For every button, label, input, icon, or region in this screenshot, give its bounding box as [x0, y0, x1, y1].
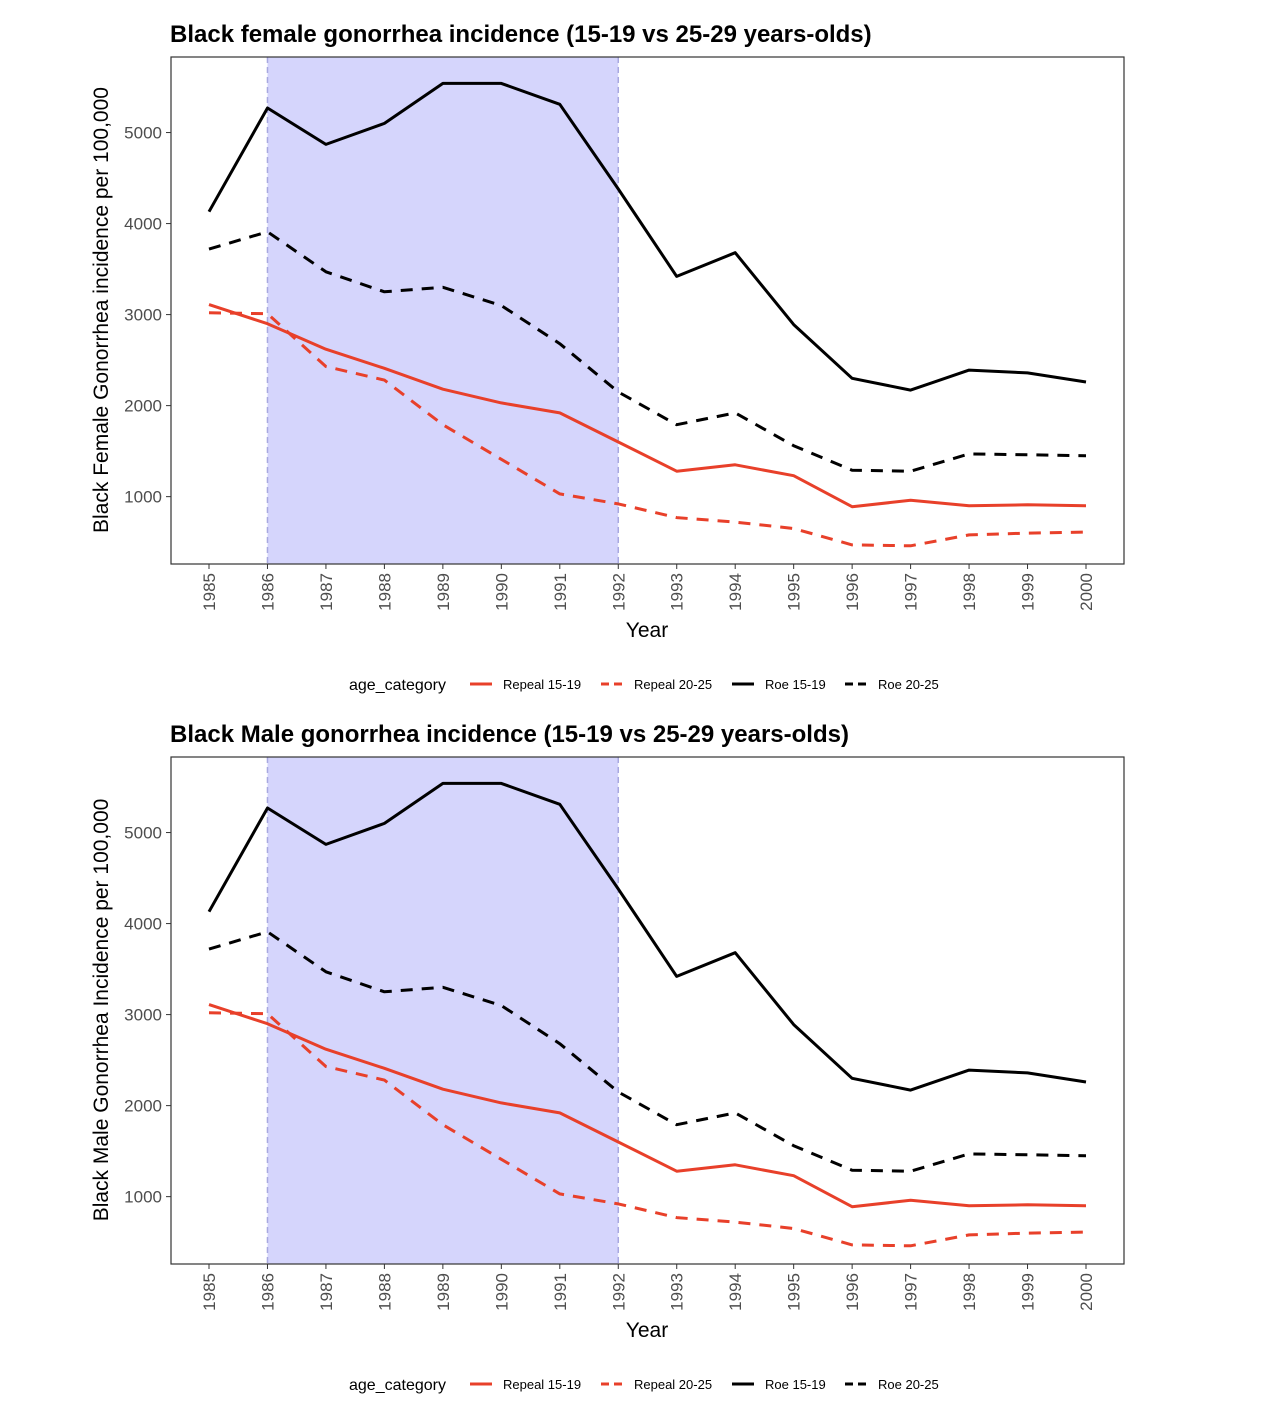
male-legend-label-roe-15-19: Roe 15-19	[765, 1377, 826, 1392]
female-x-tick-label-1998: 1998	[960, 573, 979, 611]
female-x-tick-label-1988: 1988	[375, 573, 394, 611]
male-x-tick-label-1992: 1992	[609, 1273, 628, 1311]
male-y-tick-label-5000: 5000	[124, 824, 162, 843]
male-y-axis-title: Black Male Gonorrhea Incidence per 100,0…	[90, 799, 113, 1222]
female-y-tick-label-3000: 3000	[124, 306, 162, 325]
female-x-tick-label-1990: 1990	[492, 573, 511, 611]
male-y-tick-label-1000: 1000	[124, 1188, 162, 1207]
female-legend-label-roe-20-25: Roe 20-25	[878, 677, 939, 692]
female-chart-panel: Black female gonorrhea incidence (15-19 …	[90, 21, 1125, 694]
male-x-axis-title: Year	[626, 1319, 668, 1342]
female-y-tick-label-4000: 4000	[124, 215, 162, 234]
female-x-tick-label-1991: 1991	[551, 573, 570, 611]
female-y-tick-label-1000: 1000	[124, 488, 162, 507]
female-x-tick-label-1989: 1989	[434, 573, 453, 611]
male-shaded-region	[267, 757, 619, 1264]
female-x-tick-label-1992: 1992	[609, 573, 628, 611]
male-y-tick-label-3000: 3000	[124, 1006, 162, 1025]
male-y-tick-label-4000: 4000	[124, 915, 162, 934]
male-x-tick-label-1994: 1994	[726, 1273, 745, 1311]
male-x-tick-label-1996: 1996	[843, 1273, 862, 1311]
female-legend-label-repeal-15-19: Repeal 15-19	[503, 677, 581, 692]
male-y-tick-label-2000: 2000	[124, 1097, 162, 1116]
female-plot-area: 1985 1986 1987 1988 1989 1990 1991 1992 1993 1994…	[124, 56, 1125, 611]
female-x-tick-label-1997: 1997	[902, 573, 921, 611]
male-legend-title: age_category	[349, 1377, 446, 1394]
female-x-tick-label-1985: 1985	[200, 573, 219, 611]
male-x-tick-label-1995: 1995	[785, 1273, 804, 1311]
male-series-repeal-15-19	[208, 1003, 1087, 1209]
male-chart-title: Black Male gonorrhea incidence (15-19 vs…	[170, 721, 849, 748]
female-plot-border	[170, 56, 1125, 565]
male-chart-panel: Black Male gonorrhea incidence (15-19 vs…	[90, 721, 1125, 1394]
female-x-tick-label-2000: 2000	[1077, 573, 1096, 611]
male-series-roe-15-19	[207, 781, 1087, 1092]
female-x-tick-label-1996: 1996	[843, 573, 862, 611]
female-series-roe-15-19	[207, 81, 1087, 392]
male-plot-border	[170, 756, 1125, 1265]
male-legend-label-roe-20-25: Roe 20-25	[878, 1377, 939, 1392]
female-y-tick-label-5000: 5000	[124, 124, 162, 143]
female-x-tick-label-1995: 1995	[785, 573, 804, 611]
female-x-tick-label-1999: 1999	[1019, 573, 1038, 611]
female-shaded-region	[267, 57, 619, 564]
female-x-axis-title: Year	[626, 619, 668, 642]
female-legend-title: age_category	[349, 677, 446, 694]
female-chart-title: Black female gonorrhea incidence (15-19 …	[170, 21, 872, 48]
male-x-tick-label-2000: 2000	[1077, 1273, 1096, 1311]
male-x-tick-label-1988: 1988	[375, 1273, 394, 1311]
female-y-axis-title: Black Female Gonorrhea incidence per 100…	[90, 87, 113, 533]
male-series-roe-20-25	[208, 930, 1087, 1173]
male-x-tick-label-1987: 1987	[317, 1273, 336, 1311]
male-x-tick-label-1990: 1990	[492, 1273, 511, 1311]
male-legend-label-repeal-15-19: Repeal 15-19	[503, 1377, 581, 1392]
male-plot-area: 1985 1986 1987 1988 1989 1990 1991 1992 1993 1994…	[124, 756, 1125, 1311]
male-legend: age_category Repeal 15-19 Repeal 20-25 R…	[349, 1377, 939, 1394]
male-x-tick-label-1991: 1991	[551, 1273, 570, 1311]
female-x-tick-label-1994: 1994	[726, 573, 745, 611]
female-legend-label-repeal-20-25: Repeal 20-25	[634, 677, 712, 692]
female-y-tick-label-2000: 2000	[124, 397, 162, 416]
female-series-repeal-15-19	[208, 303, 1087, 509]
female-x-tick-label-1986: 1986	[259, 573, 278, 611]
male-x-tick-label-1998: 1998	[960, 1273, 979, 1311]
male-x-tick-label-1997: 1997	[902, 1273, 921, 1311]
female-x-tick-label-1987: 1987	[317, 573, 336, 611]
female-series-roe-20-25	[208, 230, 1087, 473]
male-x-tick-label-1989: 1989	[434, 1273, 453, 1311]
male-x-tick-label-1986: 1986	[259, 1273, 278, 1311]
male-x-tick-label-1999: 1999	[1019, 1273, 1038, 1311]
male-x-tick-label-1985: 1985	[200, 1273, 219, 1311]
male-x-tick-label-1993: 1993	[668, 1273, 687, 1311]
female-legend: age_category Repeal 15-19 Repeal 20-25 R…	[349, 677, 939, 694]
female-x-tick-label-1993: 1993	[668, 573, 687, 611]
male-legend-label-repeal-20-25: Repeal 20-25	[634, 1377, 712, 1392]
female-legend-label-roe-15-19: Roe 15-19	[765, 677, 826, 692]
